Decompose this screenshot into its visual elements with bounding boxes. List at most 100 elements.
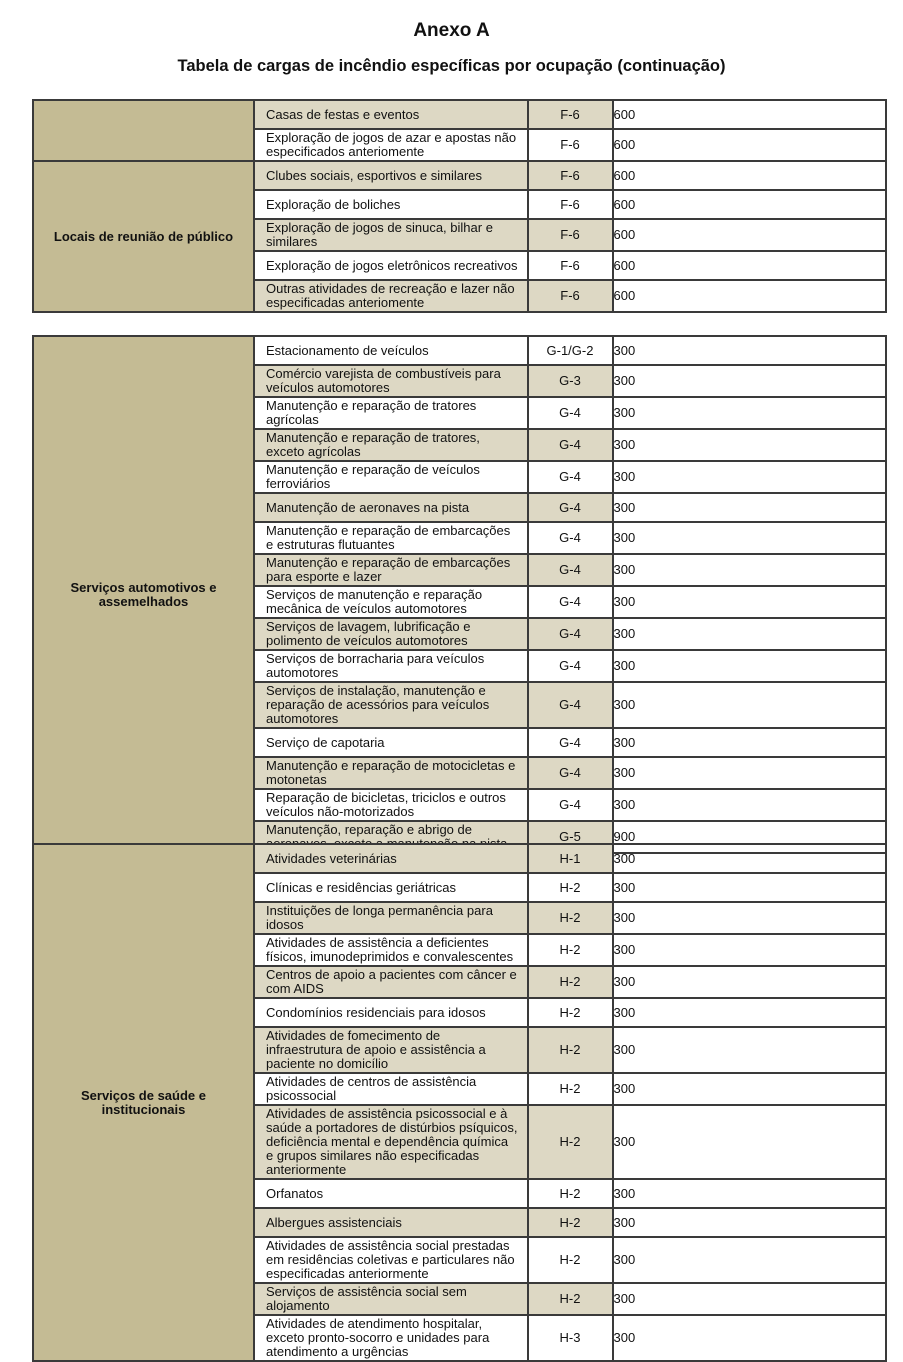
occupation-code: F-6 bbox=[526, 99, 614, 130]
occupation-code: H-2 bbox=[526, 1026, 614, 1074]
table-row: Manutenção e reparação de veículos ferro… bbox=[33, 460, 887, 494]
fire-load-value: 300 bbox=[611, 997, 887, 1028]
fire-load-value: 300 bbox=[611, 460, 887, 494]
occupation-code: G-4 bbox=[526, 521, 614, 555]
table-row: Locais de reunião de público Clubes socia… bbox=[32, 160, 887, 313]
fire-load-value: 300 bbox=[611, 843, 887, 874]
activity-description: Manutenção e reparação de tratores agríc… bbox=[253, 396, 529, 430]
table-row: Instituições de longa permanência para i… bbox=[33, 901, 887, 935]
occupation-code: G-1/G-2 bbox=[526, 335, 614, 366]
activity-description: Estacionamento de veículos bbox=[253, 335, 529, 366]
occupation-category: Serviços automotivos e assemelhados bbox=[32, 335, 255, 854]
table-row: Casas de festas e eventos F-6 600 bbox=[32, 99, 887, 162]
fire-load-value: 600 bbox=[611, 279, 887, 313]
fire-load-value: 600 bbox=[611, 99, 887, 130]
occupation-code: G-4 bbox=[526, 428, 614, 462]
activity-description: Exploração de boliches bbox=[253, 189, 529, 220]
activity-description: Centros de apoio a pacientes com câncer … bbox=[253, 965, 529, 999]
occupation-code: H-2 bbox=[526, 933, 614, 967]
table-row: Serviços de instalação, manutenção e rep… bbox=[33, 681, 887, 729]
fire-load-value: 600 bbox=[611, 189, 887, 220]
occupation-code: G-4 bbox=[526, 585, 614, 619]
activity-description: Manutenção e reparação de embarcações pa… bbox=[253, 553, 529, 587]
fire-load-value: 300 bbox=[611, 364, 887, 398]
table-row: Exploração de jogos de azar e apostas nã… bbox=[33, 128, 887, 162]
fire-load-value: 600 bbox=[611, 250, 887, 281]
activity-description: Instituições de longa permanência para i… bbox=[253, 901, 529, 935]
table-row: Serviços de saúde e institucionais Ativid… bbox=[32, 843, 887, 1362]
table-row: Atividades de fomecimento de infraestrut… bbox=[33, 1026, 887, 1074]
occupation-code: G-4 bbox=[526, 617, 614, 651]
table-row: Exploração de boliches F-6 600 bbox=[33, 189, 887, 220]
activity-description: Exploração de jogos eletrônicos recreati… bbox=[253, 250, 529, 281]
activity-description: Serviços de instalação, manutenção e rep… bbox=[253, 681, 529, 729]
occupation-code: H-2 bbox=[526, 901, 614, 935]
table-row: Clínicas e residências geriátricas H-2 300 bbox=[33, 872, 887, 903]
occupation-code: H-2 bbox=[526, 1072, 614, 1106]
occupation-code: H-2 bbox=[526, 1104, 614, 1180]
fire-load-value: 300 bbox=[611, 1072, 887, 1106]
activity-description: Albergues assistenciais bbox=[253, 1207, 529, 1238]
fire-load-value: 300 bbox=[611, 872, 887, 903]
activity-description: Orfanatos bbox=[253, 1178, 529, 1209]
occupation-code: F-6 bbox=[526, 218, 614, 252]
fire-load-value: 300 bbox=[611, 788, 887, 822]
table-row: Exploração de jogos de sinuca, bilhar e … bbox=[33, 218, 887, 252]
fire-load-table-section-1: Casas de festas e eventos F-6 600 Exploraçã… bbox=[32, 99, 887, 313]
fire-load-value: 300 bbox=[611, 1314, 887, 1362]
table-row: Serviço de capotaria G-4 300 bbox=[33, 727, 887, 758]
activity-description: Reparação de bicicletas, triciclos e out… bbox=[253, 788, 529, 822]
occupation-code: G-4 bbox=[526, 396, 614, 430]
fire-load-value: 600 bbox=[611, 128, 887, 162]
activity-description: Manutenção, reparação e abrigo de aerona… bbox=[253, 820, 529, 854]
table-row: Manutenção e reparação de tratores, exce… bbox=[33, 428, 887, 462]
occupation-code: G-4 bbox=[526, 727, 614, 758]
occupation-code: G-4 bbox=[526, 756, 614, 790]
table-row: Centros de apoio a pacientes com câncer … bbox=[33, 965, 887, 999]
table-row: Atividades de assistência social prestad… bbox=[33, 1236, 887, 1284]
table-row: Manutenção, reparação e abrigo de aerona… bbox=[33, 820, 887, 854]
occupation-code: F-6 bbox=[526, 250, 614, 281]
fire-load-value: 300 bbox=[611, 1026, 887, 1074]
occupation-code: F-6 bbox=[526, 128, 614, 162]
activity-description: Manutenção e reparação de tratores, exce… bbox=[253, 428, 529, 462]
fire-load-value: 300 bbox=[611, 1236, 887, 1284]
table-row: Manutenção de aeronaves na pista G-4 300 bbox=[33, 492, 887, 523]
activity-description: Comércio varejista de combustíveis para … bbox=[253, 364, 529, 398]
fire-load-value: 300 bbox=[611, 681, 887, 729]
occupation-code: H-2 bbox=[526, 1282, 614, 1316]
occupation-code: H-1 bbox=[526, 843, 614, 874]
activity-description: Atividades de atendimento hospitalar, ex… bbox=[253, 1314, 529, 1362]
table-row: Reparação de bicicletas, triciclos e out… bbox=[33, 788, 887, 822]
activity-description: Atividades de assistência social prestad… bbox=[253, 1236, 529, 1284]
table-row: Orfanatos H-2 300 bbox=[33, 1178, 887, 1209]
activity-description: Exploração de jogos de azar e apostas nã… bbox=[253, 128, 529, 162]
activity-description: Manutenção e reparação de veículos ferro… bbox=[253, 460, 529, 494]
table-row: Serviços de manutenção e reparação mecân… bbox=[33, 585, 887, 619]
fire-load-table-section-2: Serviços automotivos e assemelhados Estac… bbox=[32, 335, 887, 854]
fire-load-value: 300 bbox=[611, 933, 887, 967]
occupation-category: Locais de reunião de público bbox=[32, 160, 255, 313]
occupation-code: H-2 bbox=[526, 965, 614, 999]
activity-description: Serviços de assistência social sem aloja… bbox=[253, 1282, 529, 1316]
table-row: Manutenção e reparação de embarcações pa… bbox=[33, 553, 887, 587]
occupation-code: F-6 bbox=[526, 279, 614, 313]
occupation-code: G-4 bbox=[526, 649, 614, 683]
occupation-category bbox=[32, 99, 255, 162]
table-row: Manutenção e reparação de embarcações e … bbox=[33, 521, 887, 555]
activity-description: Manutenção e reparação de motocicletas e… bbox=[253, 756, 529, 790]
fire-load-table-section-3: Serviços de saúde e institucionais Ativid… bbox=[32, 843, 887, 1362]
occupation-code: F-6 bbox=[526, 160, 614, 191]
fire-load-value: 300 bbox=[611, 649, 887, 683]
page-title: Anexo A bbox=[413, 20, 490, 41]
occupation-code: G-4 bbox=[526, 788, 614, 822]
activity-description: Clínicas e residências geriátricas bbox=[253, 872, 529, 903]
activity-description: Atividades de centros de assistência psi… bbox=[253, 1072, 529, 1106]
activity-description: Atividades de assistência a deficientes … bbox=[253, 933, 529, 967]
activity-description: Clubes sociais, esportivos e similares bbox=[253, 160, 529, 191]
activity-description: Casas de festas e eventos bbox=[253, 99, 529, 130]
fire-load-value: 300 bbox=[611, 492, 887, 523]
activity-description: Manutenção de aeronaves na pista bbox=[253, 492, 529, 523]
fire-load-value: 300 bbox=[611, 553, 887, 587]
activity-description: Serviços de borracharia para veículos au… bbox=[253, 649, 529, 683]
